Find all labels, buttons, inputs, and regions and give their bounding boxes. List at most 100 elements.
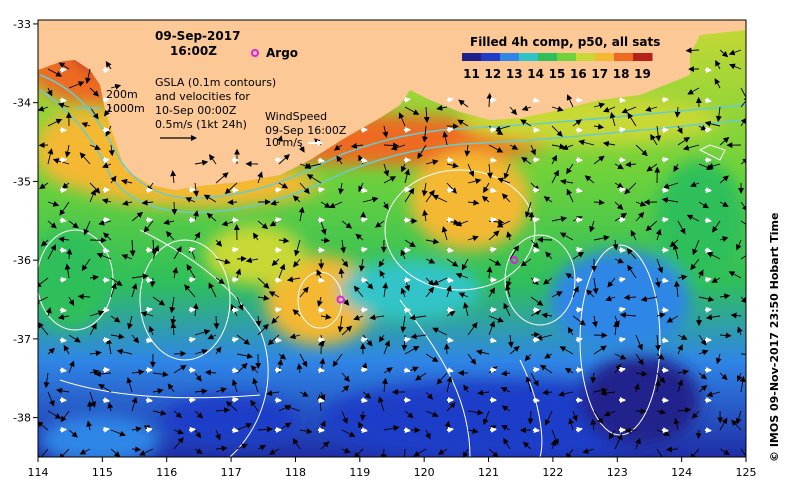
- current-arrow: [58, 62, 70, 70]
- current-arrow: [627, 264, 637, 279]
- current-arrow: [645, 220, 658, 232]
- colorbar-swatch: [481, 53, 501, 61]
- colorbar-swatch: [500, 53, 520, 61]
- current-arrow: [47, 220, 57, 229]
- current-arrow: [467, 427, 479, 434]
- current-arrow: [38, 448, 49, 457]
- current-arrow: [425, 286, 435, 298]
- land-corner: [38, 20, 150, 70]
- current-arrow: [656, 448, 666, 457]
- current-arrow: [584, 175, 595, 184]
- current-arrow: [475, 349, 490, 356]
- current-arrow: [593, 199, 605, 206]
- current-arrow: [278, 182, 289, 189]
- current-arrow: [404, 106, 420, 115]
- colorbar-swatch: [519, 53, 539, 61]
- colorbar-title: Filled 4h comp, p50, all sats: [470, 35, 660, 49]
- wind-arrow: [489, 157, 497, 164]
- current-arrow: [719, 372, 728, 381]
- wind-arrow: [489, 126, 497, 133]
- current-arrow: [64, 263, 71, 279]
- current-arrow: [467, 409, 484, 416]
- current-arrow: [358, 258, 365, 272]
- wind-speed-arrows: [59, 66, 712, 434]
- current-arrow: [543, 277, 553, 285]
- current-arrow: [630, 229, 637, 241]
- current-arrow: [225, 400, 238, 412]
- current-arrow: [194, 448, 203, 454]
- current-arrow: [358, 182, 364, 193]
- current-arrow: [382, 282, 389, 298]
- current-arrow: [194, 159, 209, 166]
- current-arrow: [404, 168, 411, 184]
- x-tick-label: 117: [221, 466, 242, 479]
- current-arrow: [58, 448, 70, 457]
- current-arrow: [163, 219, 175, 226]
- current-arrow: [551, 154, 558, 165]
- current-arrow: [590, 418, 597, 431]
- wind-arrow: [618, 186, 626, 193]
- current-arrow: [494, 125, 511, 132]
- current-arrow: [633, 383, 640, 393]
- current-arrow: [691, 410, 700, 419]
- gsla-line-1: GSLA (0.1m contours): [155, 76, 276, 89]
- current-arrow: [108, 144, 115, 157]
- current-arrow: [698, 384, 708, 393]
- current-arrow: [47, 391, 55, 407]
- colorbar-tick-label: 15: [549, 67, 566, 81]
- wind-arrow: [59, 97, 67, 104]
- current-arrow: [245, 257, 259, 264]
- colorbar-tick-label: 18: [613, 67, 630, 81]
- current-arrow: [250, 399, 259, 412]
- current-arrow: [152, 388, 164, 394]
- current-arrow: [383, 176, 397, 184]
- current-arrow: [572, 315, 586, 326]
- current-arrow: [215, 239, 223, 247]
- current-arrow: [425, 258, 436, 264]
- current-arrow: [501, 425, 511, 431]
- current-arrow: [45, 307, 52, 317]
- current-arrow: [425, 429, 431, 440]
- current-arrow: [380, 448, 387, 457]
- current-arrow: [382, 125, 389, 138]
- wind-arrow: [575, 187, 583, 194]
- current-arrow: [184, 284, 196, 298]
- wind-line-3: 10 m/s: [265, 136, 303, 149]
- wind-arrow: [188, 336, 196, 343]
- current-arrow: [530, 331, 541, 338]
- current-arrow: [698, 201, 710, 209]
- wind-arrow: [274, 337, 282, 344]
- wind-arrow: [403, 186, 411, 193]
- y-axis: -33 -34 -35 -36 -37 -38: [13, 18, 38, 425]
- wind-arrow: [489, 246, 497, 253]
- current-arrow: [559, 178, 574, 185]
- current-arrow: [257, 277, 270, 289]
- current-arrow: [524, 201, 532, 218]
- y-tick-label: -38: [13, 412, 31, 425]
- wind-arrow: [360, 187, 368, 194]
- current-arrow: [567, 326, 574, 336]
- current-arrow: [719, 201, 729, 207]
- current-arrow: [635, 144, 648, 157]
- current-arrow: [39, 182, 49, 190]
- current-arrow: [706, 391, 721, 398]
- current-arrow: [152, 245, 160, 260]
- current-arrow: [304, 163, 322, 170]
- current-arrow: [81, 122, 91, 128]
- current-arrow: [121, 178, 133, 185]
- current-arrow: [455, 220, 469, 227]
- current-arrow: [714, 78, 721, 89]
- current-arrow: [292, 309, 301, 317]
- y-tick-label: -34: [13, 97, 31, 110]
- wind-arrow: [59, 247, 67, 254]
- wind-arrow: [618, 126, 626, 133]
- current-arrow: [740, 201, 746, 212]
- current-arrow: [417, 144, 427, 160]
- current-arrow: [231, 379, 238, 393]
- current-arrow: [213, 315, 220, 330]
- current-arrow: [255, 315, 262, 327]
- current-arrow: [486, 92, 493, 108]
- current-arrow: [614, 257, 625, 264]
- current-arrow: [47, 118, 63, 127]
- current-arrow: [333, 144, 343, 151]
